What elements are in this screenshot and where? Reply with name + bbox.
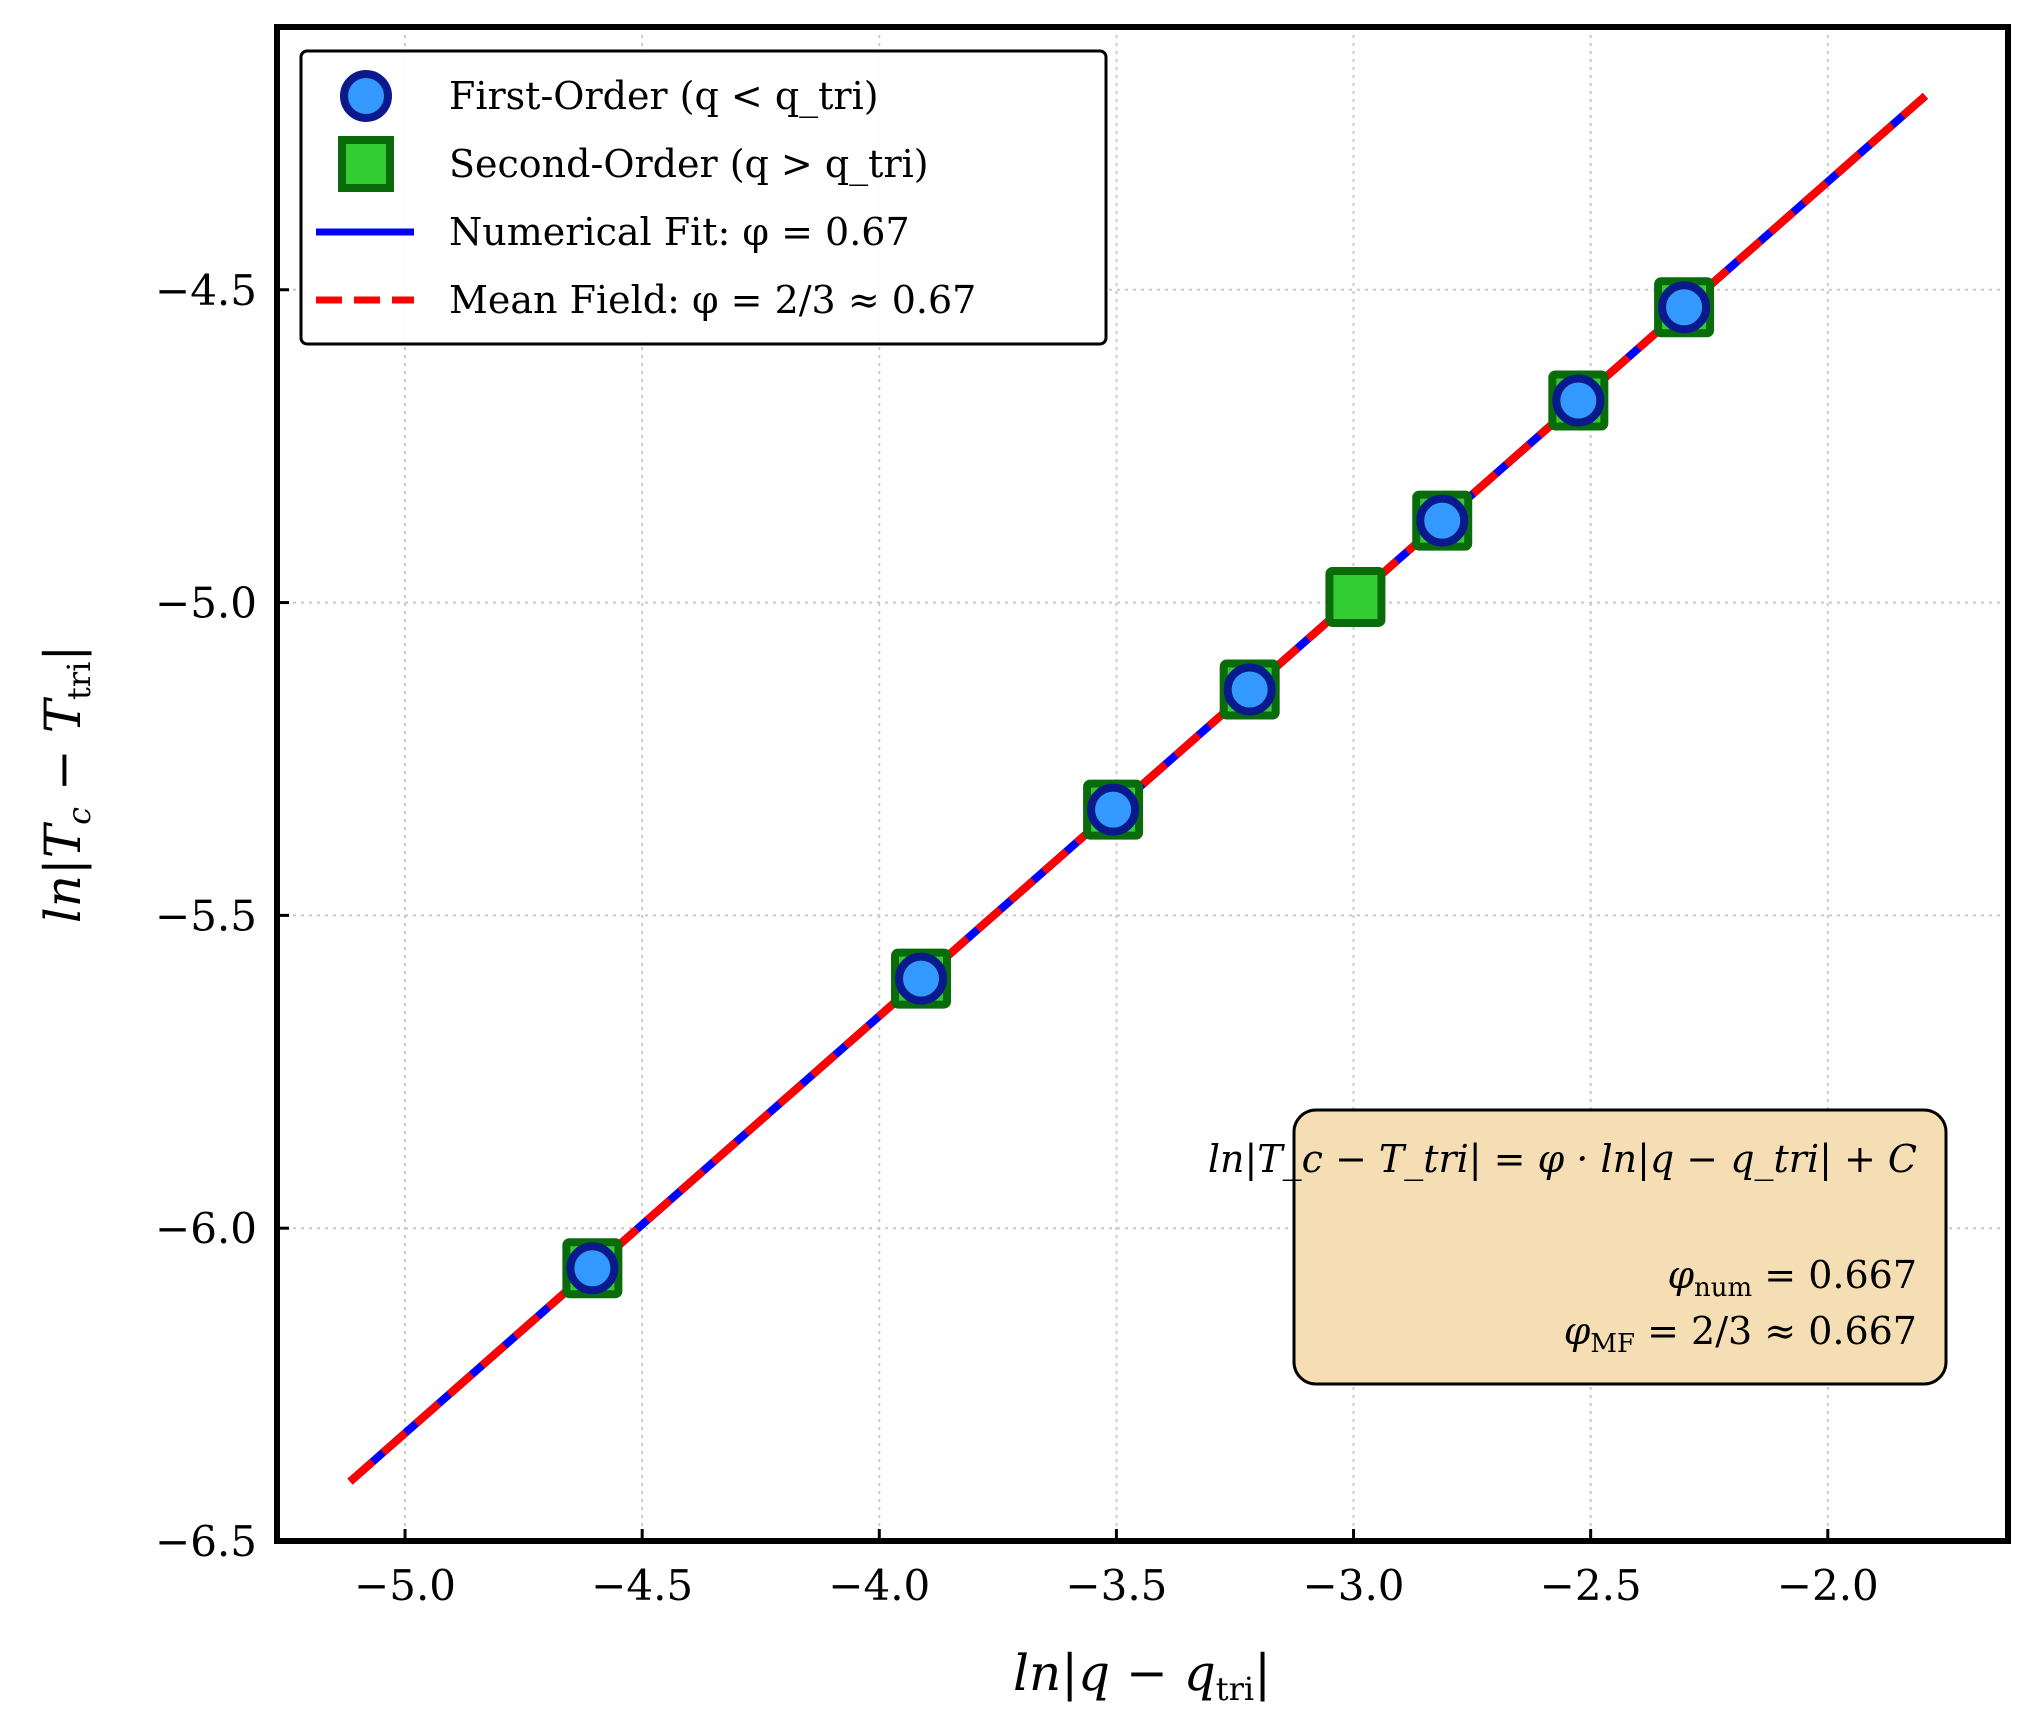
second-order-point — [1325, 566, 1386, 627]
legend-label: Numerical Fit: φ = 0.67 — [449, 210, 910, 254]
x-tick-label: −3.5 — [1065, 1561, 1167, 1610]
x-tick-label: −3.0 — [1303, 1561, 1405, 1610]
annotation-phi-num: φnum = 0.667 — [1667, 1253, 1917, 1303]
x-tick-label: −2.0 — [1777, 1561, 1879, 1610]
y-tick-label: −6.5 — [155, 1517, 257, 1566]
first-order-point — [1416, 494, 1469, 547]
first-order-point — [895, 952, 948, 1005]
annotation-background — [1292, 1108, 1948, 1386]
legend: First-Order (q < q_tri) Second-Order (q >… — [299, 49, 1108, 346]
legend-label: Mean Field: φ = 2/3 ≈ 0.67 — [449, 278, 976, 322]
first-order-point — [1552, 374, 1605, 427]
legend-marker-square — [338, 136, 394, 192]
legend-box — [299, 49, 1108, 346]
first-order-point — [566, 1242, 619, 1295]
x-axis-label: ln|q − qtri| — [1013, 1644, 1271, 1708]
first-order-point — [1658, 281, 1711, 334]
first-order-point — [1087, 783, 1140, 836]
annotation-phi-mf: φMF = 2/3 ≈ 0.667 — [1564, 1309, 1917, 1359]
y-tick-label: −6.0 — [155, 1204, 257, 1253]
legend-label: Second-Order (q > q_tri) — [449, 142, 929, 187]
annotation-equation: ln|T_c − T_tri| = φ · ln|q − q_tri| + C — [1208, 1137, 1917, 1182]
plot-area — [347, 92, 1929, 1485]
x-tick-label: −4.5 — [591, 1561, 693, 1610]
x-tick-label: −5.0 — [354, 1561, 456, 1610]
y-tick-label: −5.5 — [155, 891, 257, 940]
x-tick-label: −4.0 — [828, 1561, 930, 1610]
x-tick-label: −2.5 — [1540, 1561, 1642, 1610]
y-axis-label: ln|Tc − Ttri| — [34, 645, 98, 924]
legend-label: First-Order (q < q_tri) — [449, 74, 879, 119]
y-tick-label: −4.5 — [155, 266, 257, 315]
axes: −5.0 −4.5 −4.0 −3.5 −3.0 −2.5 −2.0 −6.5 −6.0 −5.5… — [34, 266, 1879, 1708]
legend-marker-circle — [340, 70, 392, 122]
plot-frame — [274, 24, 2011, 1544]
annotation-box: ln|T_c − T_tri| = φ · ln|q − q_tri| + C φ… — [1208, 1108, 1948, 1386]
y-tick-label: −5.0 — [155, 579, 257, 628]
first-order-point — [1223, 663, 1276, 716]
